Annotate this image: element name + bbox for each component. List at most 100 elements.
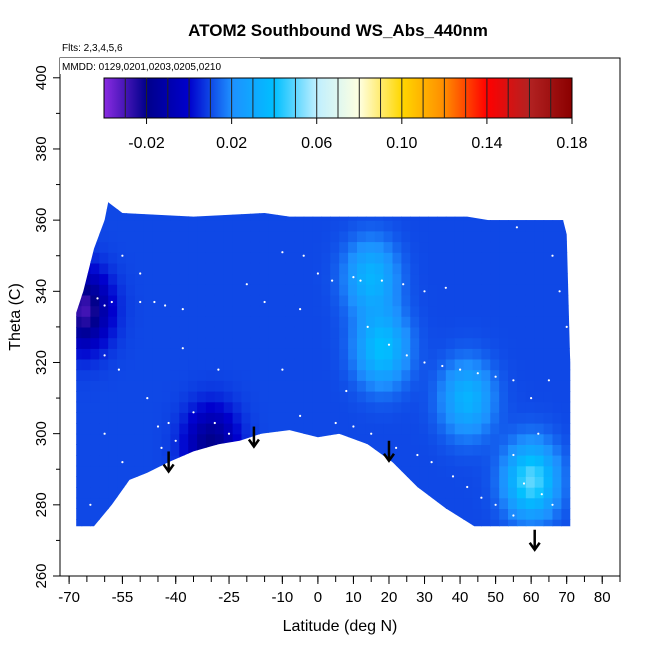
colorbar-tick-label: 0.02 <box>216 135 247 152</box>
heatmap-cell <box>401 497 411 509</box>
heatmap-cell <box>170 294 180 307</box>
heatmap-cell <box>205 519 216 527</box>
heatmap-cell <box>241 487 251 499</box>
heatmap-cell <box>152 412 163 424</box>
arrow-head <box>247 438 260 449</box>
heatmap-cell <box>99 262 109 275</box>
heatmap-cell <box>508 497 518 509</box>
heatmap-cell <box>161 401 171 413</box>
heatmap-cell <box>357 294 367 307</box>
heatmap-cell <box>259 305 269 317</box>
heatmap-cell <box>499 262 509 275</box>
heatmap-cell <box>419 316 429 328</box>
heatmap-cell <box>454 326 465 339</box>
heatmap-cell <box>161 412 171 424</box>
heatmap-cell <box>81 497 91 509</box>
heatmap-cell <box>552 241 562 253</box>
heatmap-cell <box>454 337 465 349</box>
track-point <box>299 414 302 417</box>
y-tick-label: 340 <box>33 279 50 304</box>
heatmap-cell <box>179 294 189 307</box>
heatmap-cell <box>134 497 145 509</box>
track-point <box>466 485 469 489</box>
heatmap-cell <box>570 231 580 242</box>
heatmap-cell <box>534 358 545 371</box>
heatmap-cell <box>90 465 100 477</box>
heatmap-cell <box>90 519 100 527</box>
heatmap-cell <box>525 401 536 413</box>
heatmap-cell <box>76 455 83 467</box>
heatmap-cell <box>241 391 251 403</box>
track-point <box>192 411 195 414</box>
heatmap-cell <box>312 273 323 285</box>
heatmap-cell <box>481 273 491 285</box>
heatmap-cell <box>410 220 420 232</box>
heatmap-cell <box>383 316 394 328</box>
heatmap-cell <box>357 337 367 349</box>
heatmap-cell <box>170 241 180 253</box>
heatmap-cell <box>285 202 296 211</box>
heatmap-cell <box>250 519 260 527</box>
heatmap-cell <box>126 358 136 371</box>
heatmap-cell <box>534 284 545 296</box>
heatmap-cell <box>197 326 207 339</box>
heatmap-cell <box>348 220 358 232</box>
heatmap-cell <box>357 220 367 232</box>
heatmap-cell <box>570 370 580 381</box>
heatmap-cell <box>454 202 465 211</box>
heatmap-cell <box>143 423 154 435</box>
heatmap-cell <box>508 294 518 307</box>
heatmap-cell <box>383 284 394 296</box>
heatmap-cell <box>179 273 189 285</box>
heatmap-cell <box>117 391 127 403</box>
y-tick-label: 300 <box>33 421 50 446</box>
heatmap-cell <box>365 284 376 296</box>
heatmap-cell <box>214 476 225 488</box>
heatmap-cell <box>312 444 323 456</box>
heatmap-cell <box>374 202 385 211</box>
heatmap-cell <box>445 252 456 264</box>
heatmap-cell <box>534 305 545 317</box>
heatmap-cell <box>81 487 91 499</box>
track-point <box>402 283 405 286</box>
heatmap-cell <box>561 202 571 211</box>
heatmap-cell <box>108 202 118 211</box>
heatmap-cell <box>188 487 198 499</box>
heatmap-cell <box>152 401 163 413</box>
heatmap-cell <box>241 326 251 339</box>
heatmap-cell <box>543 401 554 413</box>
heatmap-cell <box>525 202 536 211</box>
heatmap-cell <box>108 273 118 285</box>
heatmap-cell <box>516 316 527 328</box>
heatmap-cell <box>570 380 580 391</box>
heatmap-cell <box>90 209 100 221</box>
heatmap-cell <box>268 444 278 456</box>
heatmap-cell <box>161 455 171 467</box>
heatmap-cell <box>143 391 154 403</box>
heatmap-cell <box>508 487 518 499</box>
heatmap-cell <box>525 241 536 253</box>
heatmap-cell <box>250 497 260 509</box>
heatmap-cell <box>330 209 340 221</box>
heatmap-cell <box>401 487 411 499</box>
heatmap-cell <box>223 401 234 413</box>
heatmap-cell <box>428 284 438 296</box>
heatmap-cell <box>81 369 91 381</box>
heatmap-cell <box>76 476 83 488</box>
x-tick-label: -25 <box>218 589 240 606</box>
heatmap-cell <box>339 391 349 403</box>
track-point <box>331 279 334 282</box>
heatmap-cell <box>463 348 474 360</box>
heatmap-cell <box>117 209 127 221</box>
heatmap-cell <box>481 220 491 232</box>
heatmap-cell <box>241 241 251 253</box>
heatmap-cell <box>259 294 269 307</box>
heatmap-cell <box>401 423 411 435</box>
heatmap-cell <box>410 455 420 467</box>
heatmap-cell <box>117 423 127 435</box>
heatmap-cell <box>401 530 411 541</box>
heatmap-cell <box>205 391 216 403</box>
track-point <box>370 432 373 435</box>
heatmap-cell <box>81 444 91 456</box>
heatmap-cell <box>454 401 465 413</box>
